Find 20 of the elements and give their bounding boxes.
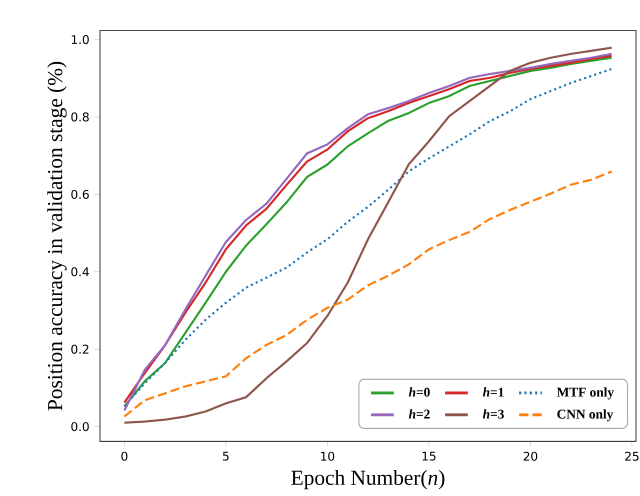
y-tick-label: 1.0: [72, 35, 89, 44]
legend-label: h=0: [408, 387, 430, 397]
x-tick-label: 25: [625, 452, 639, 461]
x-tick-label: 5: [222, 452, 229, 461]
y-axis-title: Position accuracy in validation stage (%): [47, 62, 67, 410]
legend-label: h=2: [408, 409, 430, 418]
x-tick-label: 15: [422, 452, 436, 461]
x-tick-label: 10: [321, 452, 334, 461]
y-tick-label: 0.8: [71, 112, 89, 122]
y-tick-label: 0.0: [71, 422, 89, 432]
legend-label: h=1: [482, 387, 504, 397]
y-tick-label: 0.4: [71, 267, 89, 276]
x-axis-title: Epoch Number(n): [291, 470, 444, 490]
y-tick-label: 0.6: [71, 190, 89, 199]
x-tick-label: 20: [524, 452, 538, 461]
legend-label: CNN only: [557, 409, 614, 422]
legend-label: MTF only: [556, 387, 614, 400]
legend-label: h=3: [482, 409, 504, 419]
x-tick-label: 0: [121, 452, 128, 461]
y-tick-label: 0.2: [71, 344, 88, 354]
